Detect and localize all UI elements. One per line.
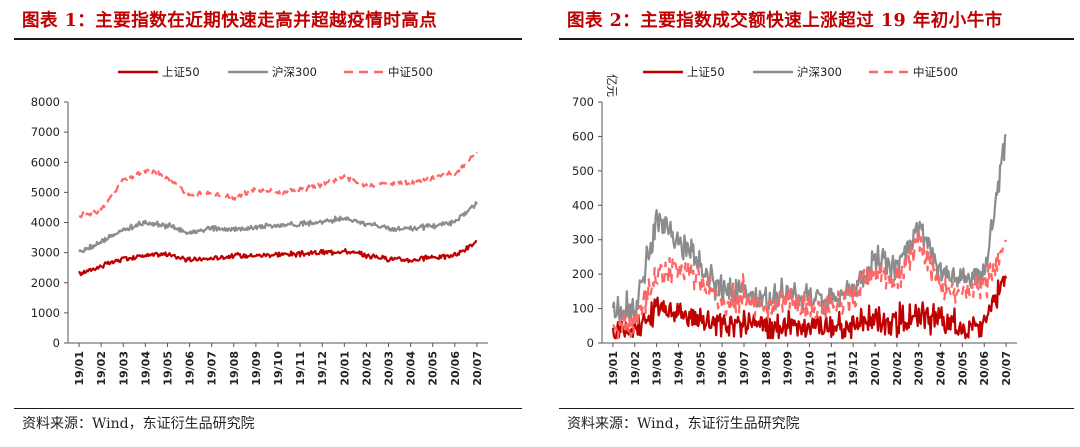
legend-label: 沪深300: [797, 65, 842, 79]
series-line-hs300: [611, 133, 1007, 324]
x-tick-label: 19/12: [316, 351, 329, 386]
x-tick-label: 19/09: [782, 351, 795, 386]
title-divider: [14, 38, 522, 40]
source-divider: [559, 408, 1074, 409]
x-tick-label: 20/03: [913, 351, 926, 386]
x-tick-label: 20/07: [1000, 351, 1013, 386]
y-tick-label: 500: [572, 164, 594, 178]
x-tick-label: 20/01: [338, 351, 351, 386]
source-note: 资料来源：Wind，东证衍生品研究院: [567, 416, 800, 432]
y-axis-unit: 亿元: [605, 74, 619, 97]
x-tick-label: 19/02: [629, 351, 642, 386]
y-tick-label: 7000: [31, 125, 60, 139]
y-tick-label: 400: [572, 198, 594, 212]
chart-panel-2: 图表 2：主要指数成交额快速上涨超过 19 年初小牛市 0 100 200 300 40…: [545, 0, 1080, 447]
x-tick-label: 20/05: [956, 351, 969, 386]
y-tick-label: 0: [587, 336, 594, 350]
x-tick-label: 19/09: [250, 351, 263, 386]
x-tick-label: 19/02: [95, 351, 108, 386]
y-tick-label: 600: [572, 129, 594, 143]
series-line-zz500: [78, 151, 478, 219]
x-tick-label: 19/07: [206, 351, 219, 386]
y-tick-label: 0: [53, 336, 60, 350]
series-line-sz50: [611, 275, 1008, 340]
x-tick-label: 20/07: [471, 351, 484, 386]
chart-title: 图表 1：主要指数在近期快速走高并超越疫情时高点: [22, 11, 438, 31]
x-tick-label: 19/06: [184, 351, 197, 386]
source-divider: [14, 408, 522, 409]
x-tick-label: 19/10: [272, 351, 285, 386]
source-note: 资料来源：Wind，东证衍生品研究院: [22, 416, 255, 432]
x-tick-label: 19/08: [228, 351, 241, 386]
turnover-line-chart: 0 100 200 300 400 500 600 700 19/01 19/02 19/03 19/…: [572, 65, 1017, 386]
x-tick-label: 19/03: [117, 351, 130, 386]
x-tick-label: 19/01: [607, 351, 620, 386]
x-tick-label: 19/11: [825, 351, 838, 386]
x-tick-label: 20/01: [869, 351, 882, 386]
legend-label: 中证500: [913, 65, 958, 79]
series-line-hs300: [78, 201, 478, 254]
y-tick-label: 2000: [31, 276, 60, 290]
title-divider: [559, 38, 1074, 40]
x-tick-label: 19/01: [73, 351, 86, 386]
y-tick-label: 300: [572, 233, 594, 247]
series-line-zz500: [612, 228, 1008, 340]
y-tick-label: 200: [572, 267, 594, 281]
x-tick-label: 19/04: [672, 351, 685, 386]
x-tick-label: 19/12: [847, 351, 860, 386]
y-tick-label: 4000: [31, 216, 60, 230]
index-level-line-chart: 0 1000 2000 3000 4000 5000 6000 7000 8000 19/01 19…: [31, 65, 488, 386]
x-tick-label: 19/11: [294, 351, 307, 386]
x-tick-label: 20/04: [405, 351, 418, 386]
x-tick-label: 19/10: [804, 351, 817, 386]
y-tick-label: 5000: [31, 185, 60, 199]
x-tick-label: 19/04: [139, 351, 152, 386]
x-tick-label: 20/02: [360, 351, 373, 386]
legend-label: 上证50: [162, 65, 200, 79]
x-tick-label: 20/02: [891, 351, 904, 386]
y-tick-label: 100: [572, 302, 594, 316]
x-tick-label: 19/07: [738, 351, 751, 386]
y-tick-label: 3000: [31, 246, 60, 260]
x-tick-label: 19/06: [716, 351, 729, 386]
x-tick-label: 19/05: [694, 351, 707, 386]
y-tick-label: 6000: [31, 155, 60, 169]
x-tick-label: 20/04: [935, 351, 948, 386]
legend-label: 中证500: [388, 65, 433, 79]
chart-panel-1: 图表 1：主要指数在近期快速走高并超越疫情时高点 0 1000 2000 3000 40…: [0, 0, 528, 447]
legend-label: 沪深300: [272, 65, 317, 79]
y-tick-label: 1000: [31, 306, 60, 320]
legend-label: 上证50: [687, 65, 725, 79]
x-tick-label: 19/05: [161, 351, 174, 386]
chart-title: 图表 2：主要指数成交额快速上涨超过 19 年初小牛市: [567, 11, 1003, 31]
x-tick-label: 20/06: [978, 351, 991, 386]
x-tick-label: 20/03: [383, 351, 396, 386]
series-line-sz50: [78, 240, 477, 277]
x-tick-label: 19/03: [651, 351, 664, 386]
x-tick-label: 19/08: [760, 351, 773, 386]
x-tick-label: 20/06: [449, 351, 462, 386]
y-tick-label: 8000: [31, 95, 60, 109]
y-tick-label: 700: [572, 95, 594, 109]
x-tick-label: 20/05: [427, 351, 440, 386]
